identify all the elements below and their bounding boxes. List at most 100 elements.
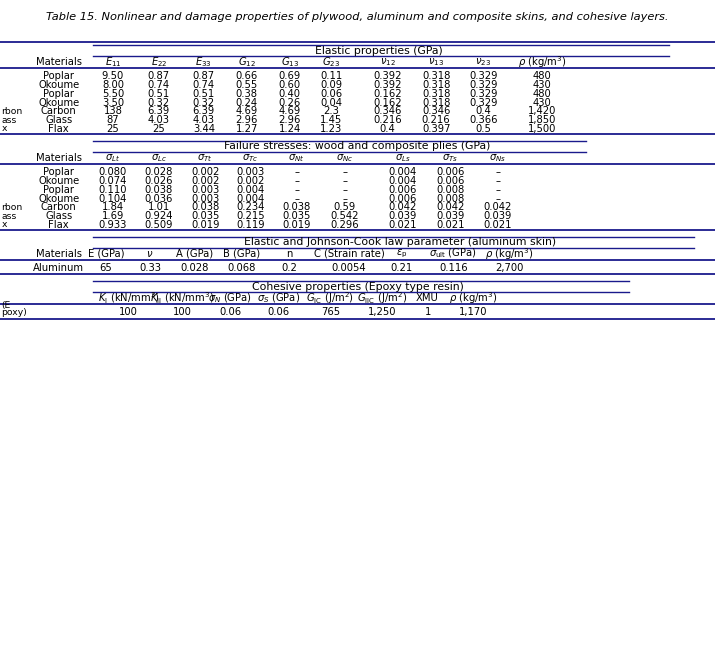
Text: $\sigma_N$ (GPa): $\sigma_N$ (GPa) (208, 291, 252, 305)
Text: 1.23: 1.23 (320, 124, 342, 134)
Text: Materials: Materials (36, 154, 82, 163)
Text: $\rho$ (kg/m$^3$): $\rho$ (kg/m$^3$) (485, 246, 533, 262)
Text: 0.4: 0.4 (380, 124, 395, 134)
Text: $G_{\rm IC}$ (J/m$^2$): $G_{\rm IC}$ (J/m$^2$) (306, 290, 355, 306)
Text: 0.042: 0.042 (483, 203, 512, 212)
Text: $\sigma_{Nc}$: $\sigma_{Nc}$ (336, 152, 353, 164)
Text: –: – (495, 168, 500, 177)
Text: Aluminum: Aluminum (33, 263, 84, 272)
Text: 0.346: 0.346 (422, 107, 450, 116)
Text: 0.162: 0.162 (373, 89, 402, 99)
Text: 0.26: 0.26 (278, 98, 301, 107)
Text: $\nu$: $\nu$ (147, 249, 154, 258)
Text: 430: 430 (533, 81, 551, 90)
Text: 1,420: 1,420 (528, 107, 556, 116)
Text: 0.87: 0.87 (148, 72, 169, 81)
Text: 0.038: 0.038 (191, 203, 220, 212)
Text: 0.32: 0.32 (193, 98, 214, 107)
Text: Flax: Flax (49, 124, 69, 134)
Text: 0.329: 0.329 (469, 81, 498, 90)
Text: 0.021: 0.021 (388, 220, 417, 229)
Text: 4.03: 4.03 (193, 115, 214, 125)
Text: 0.021: 0.021 (483, 220, 512, 229)
Text: 0.296: 0.296 (330, 220, 359, 229)
Text: 0.318: 0.318 (422, 98, 450, 107)
Text: 0.09: 0.09 (320, 81, 342, 90)
Text: 1.69: 1.69 (102, 211, 124, 221)
Text: 0.234: 0.234 (236, 203, 265, 212)
Text: 0.59: 0.59 (333, 203, 356, 212)
Text: Materials: Materials (36, 58, 82, 67)
Text: $\varepsilon_{\rm p}$: $\varepsilon_{\rm p}$ (396, 248, 408, 260)
Text: 0.366: 0.366 (469, 115, 498, 125)
Text: 0.002: 0.002 (191, 168, 220, 177)
Text: 0.346: 0.346 (373, 107, 402, 116)
Text: 0.003: 0.003 (236, 168, 265, 177)
Text: $G_{13}$: $G_{13}$ (280, 56, 299, 69)
Text: 0.74: 0.74 (148, 81, 169, 90)
Text: 0.216: 0.216 (422, 115, 450, 125)
Text: 0.042: 0.042 (436, 203, 465, 212)
Text: 0.004: 0.004 (236, 185, 265, 195)
Text: $\sigma_{Tc}$: $\sigma_{Tc}$ (242, 152, 258, 164)
Text: –: – (342, 176, 347, 186)
Text: 0.329: 0.329 (469, 72, 498, 81)
Text: 2,700: 2,700 (495, 263, 523, 272)
Text: 2.96: 2.96 (278, 115, 301, 125)
Text: $\sigma_{Ls}$: $\sigma_{Ls}$ (395, 152, 410, 164)
Text: 0.004: 0.004 (388, 176, 417, 186)
Text: –: – (342, 185, 347, 195)
Text: 0.4: 0.4 (475, 107, 491, 116)
Text: 430: 430 (533, 98, 551, 107)
Text: 0.008: 0.008 (436, 194, 465, 203)
Text: $\sigma_{Tt}$: $\sigma_{Tt}$ (197, 152, 213, 164)
Text: –: – (295, 176, 299, 186)
Text: $\sigma_{Ns}$: $\sigma_{Ns}$ (489, 152, 506, 164)
Text: 6.39: 6.39 (147, 107, 170, 116)
Text: x: x (1, 124, 7, 134)
Text: 138: 138 (104, 107, 122, 116)
Text: Glass: Glass (45, 115, 72, 125)
Text: rbon: rbon (1, 107, 23, 116)
Text: $\sigma_{Lt}$: $\sigma_{Lt}$ (105, 152, 121, 164)
Text: Table 15. Nonlinear and damage properties of plywood, aluminum and composite ski: Table 15. Nonlinear and damage propertie… (46, 12, 669, 21)
Text: $\nu_{12}$: $\nu_{12}$ (380, 56, 395, 68)
Text: 0.068: 0.068 (227, 263, 256, 272)
Text: 0.318: 0.318 (422, 81, 450, 90)
Text: 1,850: 1,850 (528, 115, 556, 125)
Text: 0.33: 0.33 (139, 263, 161, 272)
Text: 0.933: 0.933 (99, 220, 127, 229)
Text: 1.27: 1.27 (235, 124, 258, 134)
Text: 0.60: 0.60 (279, 81, 300, 90)
Text: 4.69: 4.69 (235, 107, 258, 116)
Text: 6.39: 6.39 (192, 107, 215, 116)
Text: 1,500: 1,500 (528, 124, 556, 134)
Text: 0.038: 0.038 (282, 203, 311, 212)
Text: 87: 87 (107, 115, 119, 125)
Text: 0.215: 0.215 (236, 211, 265, 221)
Text: 0.51: 0.51 (147, 89, 170, 99)
Text: 0.119: 0.119 (236, 220, 265, 229)
Text: 0.24: 0.24 (236, 98, 257, 107)
Text: A (GPa): A (GPa) (176, 249, 213, 258)
Text: 0.004: 0.004 (236, 194, 265, 203)
Text: 0.06: 0.06 (268, 307, 290, 317)
Text: Poplar: Poplar (43, 168, 74, 177)
Text: 1.45: 1.45 (320, 115, 342, 125)
Text: 2.3: 2.3 (323, 107, 339, 116)
Text: 3.44: 3.44 (193, 124, 214, 134)
Text: 0.006: 0.006 (388, 185, 417, 195)
Text: Glass: Glass (45, 211, 72, 221)
Text: Carbon: Carbon (41, 107, 77, 116)
Text: 765: 765 (321, 307, 340, 317)
Text: 0.019: 0.019 (282, 220, 311, 229)
Text: 0.039: 0.039 (483, 211, 512, 221)
Text: 5.50: 5.50 (102, 89, 124, 99)
Text: 0.006: 0.006 (388, 194, 417, 203)
Text: Elastic and Johnson-Cook law parameter (aluminum skin): Elastic and Johnson-Cook law parameter (… (245, 238, 556, 247)
Text: 0.006: 0.006 (436, 168, 465, 177)
Text: 0.002: 0.002 (191, 176, 220, 186)
Text: 0.042: 0.042 (388, 203, 417, 212)
Text: $\sigma_{\rm ult}$ (GPa): $\sigma_{\rm ult}$ (GPa) (430, 247, 477, 260)
Text: Carbon: Carbon (41, 203, 77, 212)
